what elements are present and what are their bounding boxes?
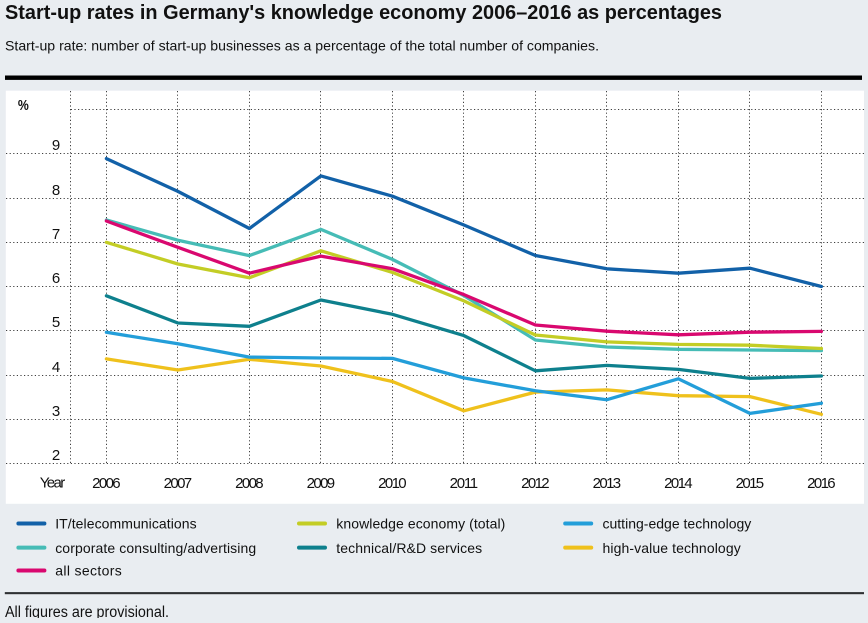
svg-text:Start-up rates in Germany's kn: Start-up rates in Germany's knowledge ec…: [5, 2, 722, 24]
svg-text:knowledge economy (total): knowledge economy (total): [336, 515, 505, 531]
svg-text:2011: 2011: [450, 475, 479, 492]
svg-text:9: 9: [52, 137, 60, 154]
svg-text:7: 7: [52, 226, 60, 243]
svg-text:2015: 2015: [736, 475, 765, 492]
svg-text:2013: 2013: [593, 475, 622, 492]
svg-text:Start-up rate: number of start: Start-up rate: number of start-up busine…: [5, 37, 599, 53]
svg-text:2016: 2016: [807, 475, 836, 492]
svg-text:2012: 2012: [521, 475, 550, 492]
svg-text:2008: 2008: [235, 475, 264, 492]
svg-text:corporate consulting/advertisi: corporate consulting/advertising: [55, 540, 256, 556]
svg-text:%: %: [18, 97, 29, 114]
svg-text:2007: 2007: [164, 475, 193, 492]
svg-text:3: 3: [52, 403, 60, 420]
svg-text:IT/telecommunications: IT/telecommunications: [55, 515, 196, 531]
svg-text:All figures are provisional.: All figures are provisional.: [5, 604, 169, 618]
svg-text:2010: 2010: [378, 475, 407, 492]
svg-text:2009: 2009: [307, 475, 336, 492]
svg-text:6: 6: [52, 270, 60, 287]
svg-text:5: 5: [52, 314, 60, 331]
svg-text:2: 2: [52, 447, 60, 464]
svg-text:all sectors: all sectors: [55, 563, 122, 579]
svg-text:8: 8: [52, 182, 60, 199]
svg-text:cutting-edge technology: cutting-edge technology: [603, 515, 752, 531]
svg-text:high-value technology: high-value technology: [603, 540, 741, 556]
svg-text:2014: 2014: [664, 475, 693, 492]
svg-text:technical/R&D services: technical/R&D services: [336, 540, 482, 556]
svg-text:Year: Year: [40, 475, 65, 492]
svg-text:2006: 2006: [92, 475, 121, 492]
svg-text:4: 4: [52, 359, 60, 376]
